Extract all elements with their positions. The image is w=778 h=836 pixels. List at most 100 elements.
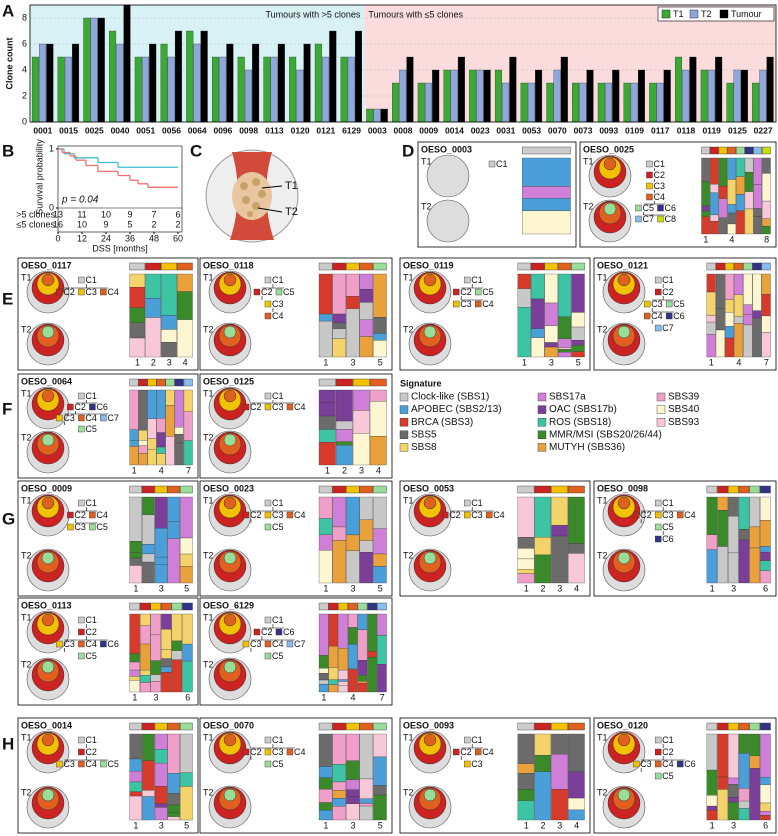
header-swatch — [359, 722, 374, 731]
bar — [535, 69, 543, 123]
signature-segment — [174, 433, 184, 444]
signature-segment — [373, 333, 387, 341]
clone-node — [242, 403, 250, 411]
region-label: T2 — [203, 324, 214, 334]
clone-label: C4 — [85, 413, 97, 423]
region-label: T1 — [403, 495, 414, 505]
clone-label: C2 — [63, 287, 75, 297]
bar — [39, 43, 47, 123]
bar — [682, 69, 690, 123]
bar-tick-label: 3 — [351, 357, 356, 367]
signature-segment — [762, 173, 771, 202]
signature-segment — [359, 496, 374, 520]
bar — [263, 56, 271, 123]
header-swatch — [760, 722, 771, 731]
signature-segment — [377, 613, 387, 636]
region-label: T1 — [285, 180, 298, 192]
region-label: T2 — [403, 324, 414, 334]
signature-segment — [551, 535, 568, 584]
annotation: Tumours with >5 clones — [265, 9, 360, 19]
clone-label: C6 — [283, 627, 295, 637]
signature-segment — [761, 315, 771, 333]
bar — [469, 69, 477, 123]
clone-node — [100, 640, 107, 648]
signature-segment — [738, 800, 750, 809]
clone-circle — [617, 273, 631, 287]
signature-segment — [738, 529, 750, 541]
signature-segment — [161, 315, 177, 330]
signature-segment — [373, 794, 387, 821]
signature-segment — [142, 544, 155, 555]
signature-segment — [357, 629, 368, 661]
signature-segment — [551, 496, 568, 526]
signature-segment — [522, 198, 571, 211]
signature-segment — [180, 553, 193, 567]
bar — [700, 69, 708, 123]
clone-node — [286, 403, 294, 411]
signature-segment — [706, 334, 716, 358]
signature-segment — [725, 337, 734, 358]
signature-segment — [728, 496, 739, 517]
signature-segment — [156, 453, 166, 466]
clone-label: C5 — [272, 759, 284, 769]
clone-node — [78, 414, 85, 422]
bar — [392, 82, 400, 123]
signature-segment — [332, 328, 346, 339]
bar — [270, 56, 278, 123]
region-label: T1 — [203, 495, 214, 505]
clone-label: C5 — [107, 759, 119, 769]
bar — [527, 82, 535, 123]
bar — [366, 108, 374, 123]
bar — [424, 82, 432, 123]
signature-segment — [145, 317, 161, 358]
signature-segment — [760, 815, 771, 821]
bar-tick-label: 1 — [522, 357, 527, 367]
header-swatch — [762, 146, 771, 155]
bar — [72, 43, 80, 123]
signature-segment — [728, 797, 739, 803]
signature-segment — [359, 803, 374, 807]
signature-segment — [710, 184, 719, 193]
signature-segment — [352, 410, 370, 434]
region-label: T2 — [597, 550, 608, 560]
bar-tick-label: 1 — [323, 583, 328, 593]
signature-segment — [359, 302, 374, 320]
signature-segment — [138, 445, 148, 454]
bar — [219, 56, 227, 123]
region-label: T2 — [21, 659, 32, 669]
signature-segment — [749, 733, 760, 756]
clone-node — [264, 652, 272, 660]
signature-segment — [517, 733, 535, 764]
legend-swatch — [656, 405, 666, 414]
clone-node — [643, 312, 651, 320]
clone-label: C3 — [85, 287, 97, 297]
x-tick-label: 0070 — [548, 125, 567, 135]
bar-tick-label: 3 — [359, 465, 364, 475]
bar-tick-label: 7 — [186, 465, 191, 475]
signature-segment — [357, 613, 368, 631]
header-swatch — [176, 262, 193, 271]
clone-node — [475, 288, 482, 296]
clone-label: C3 — [662, 510, 674, 520]
clone-circle — [423, 733, 437, 747]
signature-segment — [531, 328, 545, 338]
bar-tick-label: 4 — [376, 465, 381, 475]
risk-row-label: >5 clones — [16, 209, 55, 219]
header-swatch — [728, 485, 739, 494]
clone-panel: OESO_0003 T1 T2 C1 — [417, 141, 577, 248]
signature-segment — [129, 613, 140, 654]
bar-tick-label: 5 — [184, 583, 189, 593]
signature-segment — [161, 613, 172, 630]
clone-label: C5 — [85, 651, 97, 661]
header-swatch — [749, 485, 761, 494]
clone-node — [264, 403, 272, 411]
clone-label: C7 — [642, 214, 654, 224]
clone-node — [654, 535, 662, 543]
header-swatch — [738, 485, 750, 494]
bar — [637, 69, 645, 123]
signature-segment — [557, 349, 572, 353]
signature-segment — [332, 806, 346, 821]
clone-label: C2 — [261, 287, 273, 297]
signature-segment — [182, 660, 193, 693]
